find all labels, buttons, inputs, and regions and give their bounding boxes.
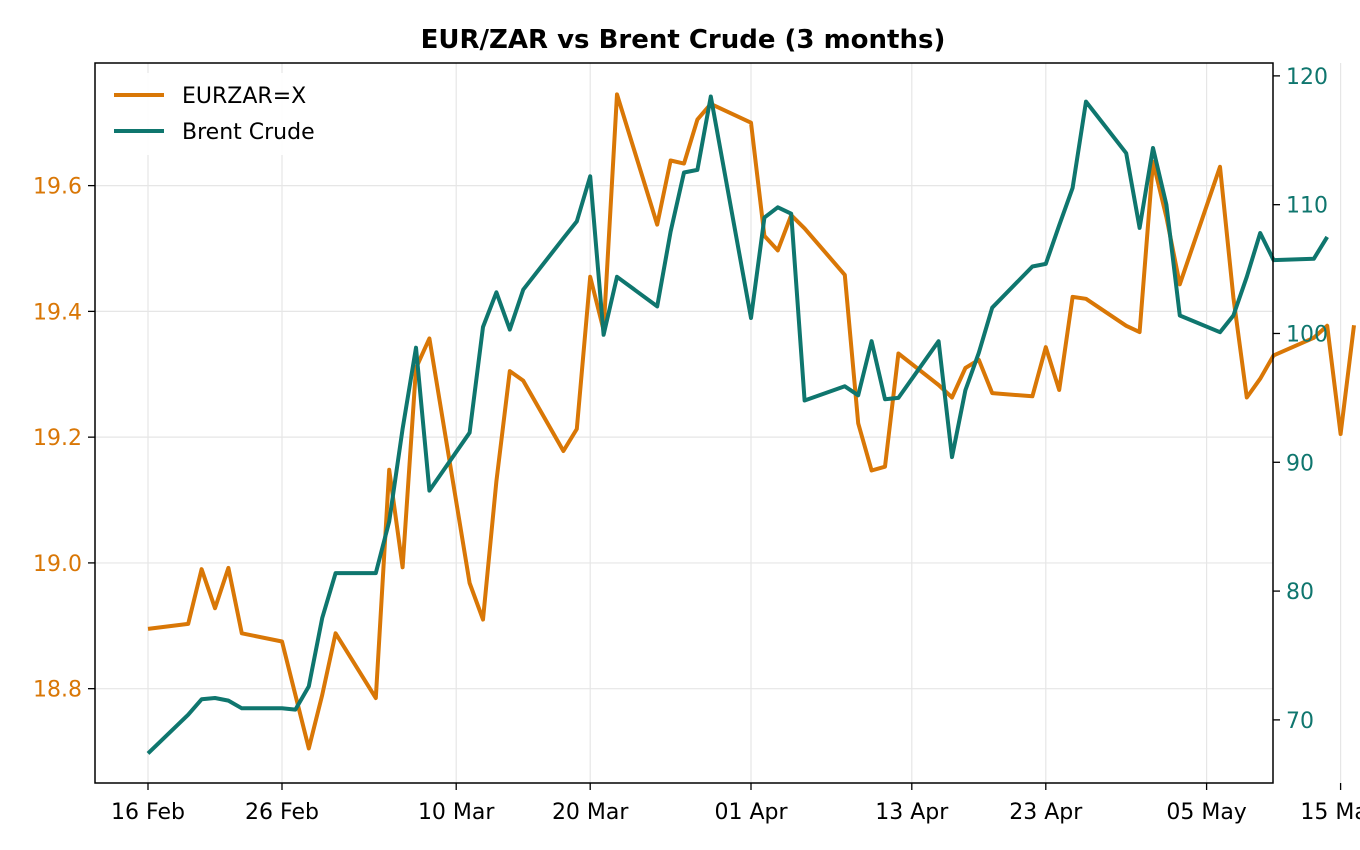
gridlines xyxy=(95,63,1342,783)
y-left-tick-label: 19.0 xyxy=(33,552,82,577)
plot-frame xyxy=(94,62,1274,784)
x-tick-label: 20 Mar xyxy=(552,800,629,825)
x-tick-label: 15 May xyxy=(1300,800,1360,825)
x-tick-label: 01 Apr xyxy=(714,800,788,825)
series-layer xyxy=(146,92,1356,755)
y-right-tick-label: 90 xyxy=(1286,451,1314,476)
x-tick-label: 13 Apr xyxy=(875,800,949,825)
y-right-tick-label: 120 xyxy=(1286,65,1328,90)
x-tick-label: 26 Feb xyxy=(245,800,319,825)
y-right-tick-label: 70 xyxy=(1286,709,1314,734)
y-left-tick-label: 18.8 xyxy=(33,678,82,703)
legend-box xyxy=(104,73,340,155)
x-tick-label: 10 Mar xyxy=(418,800,495,825)
x-tick-label: 23 Apr xyxy=(1009,800,1083,825)
y-left-tick-label: 19.4 xyxy=(33,300,82,325)
y-right-tick-label: 110 xyxy=(1286,194,1328,219)
series-line-eurzar xyxy=(147,92,1356,751)
chart-title: EUR/ZAR vs Brent Crude (3 months) xyxy=(421,25,946,55)
x-tick-label: 05 May xyxy=(1166,800,1246,825)
series-line-brent xyxy=(146,94,1329,755)
y-right-tick-label: 80 xyxy=(1286,580,1314,605)
y-right-tick-label: 100 xyxy=(1286,322,1328,347)
x-tick-label: 16 Feb xyxy=(111,800,185,825)
legend-label-eurzar: EURZAR=X xyxy=(182,84,306,109)
y-left-tick-label: 19.2 xyxy=(33,426,82,451)
axes: 16 Feb 26 Feb 10 Mar 20 Mar 01 Apr 13 Apr 23 A… xyxy=(33,65,1360,825)
legend-label-brent: Brent Crude xyxy=(182,120,315,145)
legend: EURZAR=X Brent Crude xyxy=(104,73,340,155)
y-left-tick-label: 19.6 xyxy=(33,175,82,200)
